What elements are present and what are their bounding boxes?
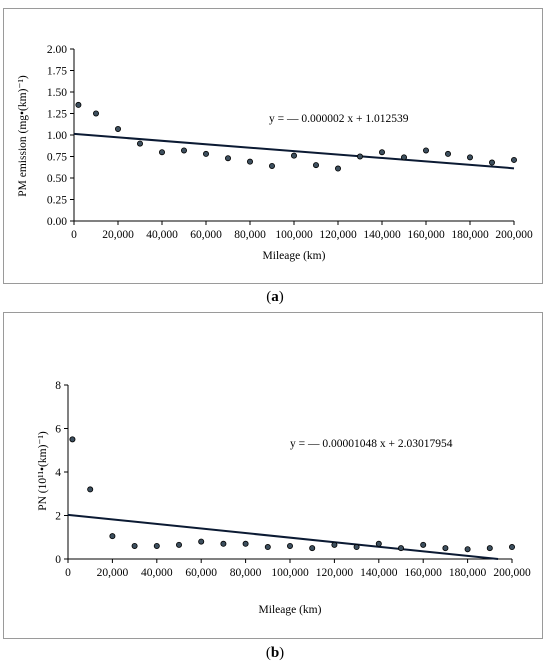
data-point [334, 165, 341, 172]
trend-line [73, 132, 515, 170]
data-point [264, 544, 271, 551]
data-point [180, 147, 187, 154]
data-point [131, 542, 138, 549]
x-tick-label: 80,000 [234, 229, 266, 241]
data-point [109, 533, 116, 540]
data-point [422, 147, 429, 154]
data-point [175, 541, 182, 548]
y-tick-label: 6 [55, 424, 61, 436]
data-point [290, 152, 297, 159]
x-tick-label: 160,000 [405, 567, 443, 579]
x-tick-label: 180,000 [451, 229, 489, 241]
y-tick-label: 8 [55, 380, 61, 392]
data-point [486, 545, 493, 552]
x-tick-label: 0 [65, 567, 71, 579]
data-point [198, 538, 205, 545]
x-tick-label: 80,000 [230, 567, 262, 579]
x-tick-label: 40,000 [141, 567, 173, 579]
data-point [87, 486, 94, 493]
data-point [202, 150, 209, 157]
x-tick-label: 60,000 [190, 229, 222, 241]
data-point [488, 159, 495, 166]
data-point [331, 541, 338, 548]
y-tick-label: 0.50 [47, 173, 67, 185]
y-tick-label: 1.00 [47, 130, 67, 142]
x-tick-label: 200,000 [493, 567, 531, 579]
x-tick-label: 120,000 [319, 229, 357, 241]
y-axis-label: PN (10¹¹•(km)⁻¹) [37, 431, 49, 511]
chart-panel-b: 0 2 4 6 8 0 20,000 40,000 60,000 80,000 100,000 120… [3, 312, 543, 639]
data-point [93, 110, 100, 117]
data-point [510, 156, 517, 163]
data-point [420, 541, 427, 548]
data-point [224, 155, 231, 162]
caption-a-letter: a [271, 289, 279, 305]
y-tick-label: 0.00 [47, 216, 67, 228]
caption-b: (b) [265, 645, 285, 661]
x-tick-label: 40,000 [146, 229, 178, 241]
data-point [115, 125, 122, 132]
data-point [242, 540, 249, 547]
data-point [268, 162, 275, 169]
x-tick-label: 180,000 [449, 567, 487, 579]
data-point [69, 436, 76, 443]
x-tick-label: 140,000 [360, 567, 398, 579]
x-tick-label: 200,000 [495, 229, 533, 241]
x-tick-label: 160,000 [407, 229, 445, 241]
data-point [286, 542, 293, 549]
data-point [312, 162, 319, 169]
y-tick-label: 1.75 [47, 66, 67, 78]
data-point [246, 158, 253, 165]
y-tick-label: 0 [55, 554, 61, 566]
data-point [309, 545, 316, 552]
y-tick-label: 4 [55, 467, 61, 479]
x-tick-label: 0 [71, 229, 77, 241]
data-point [153, 542, 160, 549]
data-point [464, 546, 471, 553]
x-tick-label: 140,000 [363, 229, 401, 241]
x-tick-label: 60,000 [185, 567, 217, 579]
y-tick-label: 0.75 [47, 152, 67, 164]
data-point [400, 154, 407, 161]
data-point [375, 540, 382, 547]
data-point [158, 149, 165, 156]
data-point [356, 153, 363, 160]
chart-panel-a: 0.00 0.25 0.50 0.75 1.00 1.25 1.50 1.75 2.00 0 20,… [3, 8, 543, 284]
y-tick-label: 1.25 [47, 109, 67, 121]
y-tick-label: 2 [55, 511, 61, 523]
y-tick-label: 0.25 [47, 195, 67, 207]
data-point [397, 545, 404, 552]
caption-b-letter: b [270, 645, 280, 661]
y-tick-label: 1.50 [47, 87, 67, 99]
data-point [75, 101, 82, 108]
trend-line [67, 513, 499, 560]
data-point [136, 140, 143, 147]
trendline-equation: y = — 0.000002 x + 1.012539 [269, 113, 409, 125]
x-tick-label: 100,000 [275, 229, 313, 241]
x-tick-label: 100,000 [271, 567, 309, 579]
data-point [442, 545, 449, 552]
data-point [353, 544, 360, 551]
x-tick-label: 120,000 [316, 567, 354, 579]
x-tick-label: 20,000 [102, 229, 134, 241]
caption-a: (a) [266, 289, 284, 305]
data-point [508, 544, 515, 551]
y-tick-label: 2.00 [47, 44, 67, 56]
data-point [220, 540, 227, 547]
x-axis-label: Mileage (km) [259, 604, 322, 616]
pn-chart: 0 2 4 6 8 0 20,000 40,000 60,000 80,000 100,000 120… [37, 380, 531, 616]
data-point [466, 154, 473, 161]
y-axis-label: PM emission (mg•(km)⁻¹) [17, 75, 29, 197]
trendline-equation: y = — 0.00001048 x + 2.03017954 [290, 438, 453, 450]
data-point [444, 150, 451, 157]
x-axis-label: Mileage (km) [263, 250, 326, 262]
x-tick-label: 20,000 [97, 567, 129, 579]
pm-emission-chart: 0.00 0.25 0.50 0.75 1.00 1.25 1.50 1.75 2.00 0 20,… [17, 44, 533, 262]
data-point [378, 149, 385, 156]
